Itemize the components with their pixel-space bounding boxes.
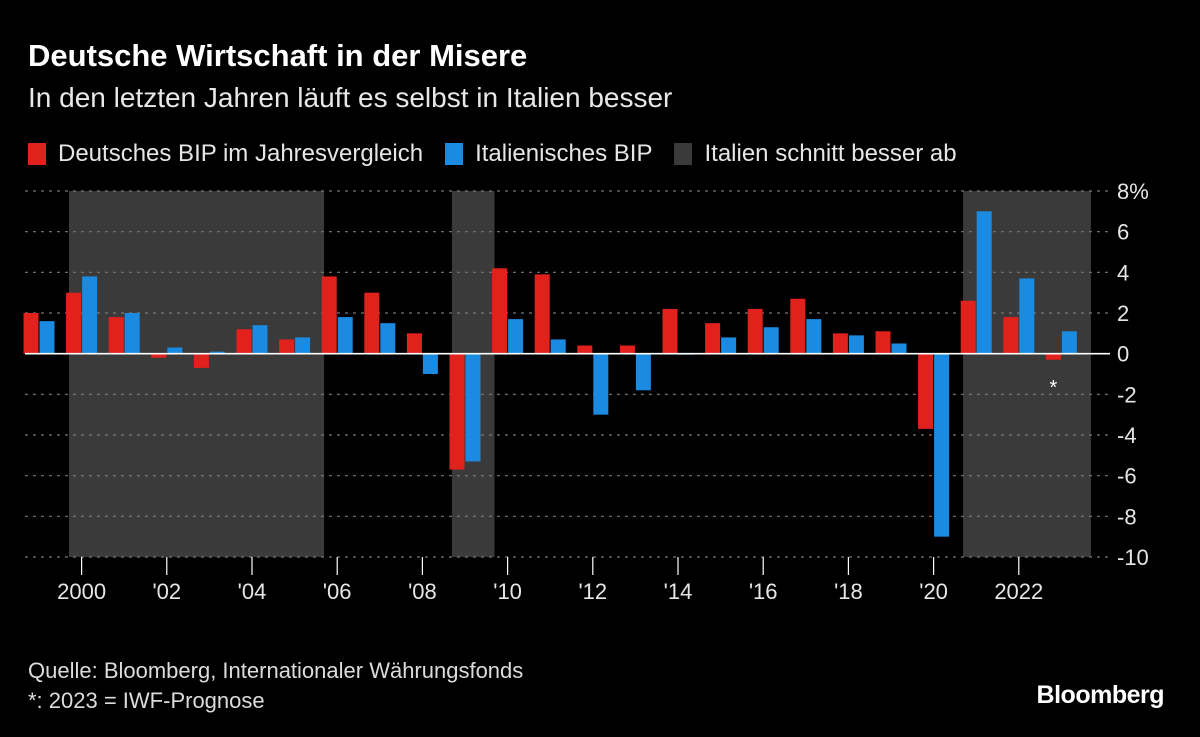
bar-italy-2010 <box>508 319 524 354</box>
bar-italy-2018 <box>848 335 864 354</box>
y-tick-label-8: -8 <box>1117 504 1137 529</box>
legend-swatch-blue <box>445 143 464 165</box>
source-note: Quelle: Bloomberg, Internationaler Währu… <box>28 658 524 683</box>
bar-italy-2009 <box>465 353 481 462</box>
forecast-asterisk: * <box>1050 377 1058 399</box>
bar-germany-2005 <box>279 339 295 354</box>
x-tick-label-2020: '20 <box>919 579 948 604</box>
bar-italy-2022 <box>1019 278 1035 354</box>
y-tick-label-0: 8% <box>1117 179 1149 204</box>
bar-germany-2010 <box>492 268 508 354</box>
bar-germany-2006 <box>321 276 337 354</box>
bar-germany-2018 <box>832 333 848 354</box>
x-tick-label-2008: '08 <box>408 579 437 604</box>
bar-germany-2000 <box>66 292 82 354</box>
legend-item-italy: Italienisches BIP <box>445 140 652 168</box>
bar-italy-2012 <box>593 353 609 415</box>
bar-italy-2013 <box>635 353 651 391</box>
bar-italy-1999 <box>39 321 55 354</box>
bar-italy-2001 <box>124 313 140 354</box>
bar-germany-2015 <box>705 323 721 354</box>
bar-italy-2017 <box>806 319 822 354</box>
bar-germany-2016 <box>747 308 763 354</box>
y-tick-label-9: -10 <box>1117 545 1149 570</box>
x-tick-label-2002: '02 <box>152 579 181 604</box>
bar-italy-2023 <box>1061 331 1077 354</box>
legend-item-italy-better: Italien schnitt besser ab <box>674 140 957 168</box>
bar-germany-2022 <box>1003 317 1019 354</box>
bar-germany-2007 <box>364 292 380 354</box>
x-tick-label-2018: '18 <box>834 579 863 604</box>
bar-germany-2001 <box>108 317 124 354</box>
chart-title: Deutsche Wirtschaft in der Misere <box>28 38 528 73</box>
bar-germany-2008 <box>406 333 422 354</box>
bar-germany-2021 <box>960 300 976 354</box>
bar-germany-2011 <box>534 274 550 354</box>
bar-italy-2011 <box>550 339 566 354</box>
legend-item-germany: Deutsches BIP im Jahresvergleich <box>28 140 423 168</box>
bar-italy-2016 <box>763 327 779 354</box>
bar-germany-2004 <box>236 329 252 354</box>
legend-label-italy: Italienisches BIP <box>475 140 653 167</box>
bar-italy-2021 <box>976 211 992 354</box>
bar-germany-2009 <box>449 353 465 470</box>
x-tick-label-2016: '16 <box>749 579 778 604</box>
bar-italy-2003 <box>209 351 225 354</box>
legend-swatch-red <box>28 143 46 165</box>
chart-subtitle: In den letzten Jahren läuft es selbst in… <box>28 82 673 113</box>
y-tick-label-3: 2 <box>1117 301 1129 326</box>
y-tick-label-4: 0 <box>1117 342 1129 367</box>
bar-germany-2023 <box>1045 353 1061 360</box>
bar-italy-2008 <box>422 353 438 374</box>
x-tick-label-2004: '04 <box>238 579 267 604</box>
bar-germany-2020 <box>918 353 934 429</box>
bar-germany-2017 <box>790 298 806 354</box>
bar-italy-2005 <box>295 337 311 354</box>
bar-germany-2003 <box>193 353 209 368</box>
bar-germany-2013 <box>619 345 635 354</box>
bar-italy-2020 <box>934 353 950 537</box>
shaded-region-0 <box>69 191 325 557</box>
bar-italy-2015 <box>721 337 737 354</box>
bar-germany-2014 <box>662 308 678 354</box>
legend: Deutsches BIP im Jahresvergleich Italien… <box>28 140 979 168</box>
x-tick-label-2012: '12 <box>578 579 607 604</box>
y-tick-label-2: 4 <box>1117 260 1129 285</box>
y-tick-label-1: 6 <box>1117 220 1129 245</box>
legend-label-italy-better: Italien schnitt besser ab <box>704 140 957 167</box>
bar-italy-2004 <box>252 325 268 354</box>
legend-swatch-gray <box>674 143 693 165</box>
bar-germany-2019 <box>875 331 891 354</box>
y-tick-label-7: -6 <box>1117 464 1137 489</box>
x-tick-label-2000: 2000 <box>57 579 106 604</box>
x-tick-label-2022: 2022 <box>994 579 1043 604</box>
bar-italy-2000 <box>82 276 98 354</box>
y-tick-label-5: -2 <box>1117 382 1137 407</box>
legend-label-germany: Deutsches BIP im Jahresvergleich <box>58 140 424 167</box>
bar-italy-2006 <box>337 317 353 354</box>
y-tick-label-6: -4 <box>1117 423 1137 448</box>
bar-italy-2019 <box>891 343 907 354</box>
bloomberg-logo: Bloomberg <box>1036 681 1165 709</box>
x-tick-label-2006: '06 <box>323 579 352 604</box>
bar-germany-1999 <box>23 313 39 354</box>
bar-germany-2012 <box>577 345 593 354</box>
bar-italy-2002 <box>167 347 183 354</box>
x-tick-label-2010: '10 <box>493 579 522 604</box>
bar-germany-2002 <box>151 353 167 358</box>
forecast-note: *: 2023 = IWF-Prognose <box>28 688 265 713</box>
x-tick-label-2014: '14 <box>664 579 693 604</box>
bar-italy-2007 <box>380 323 396 354</box>
